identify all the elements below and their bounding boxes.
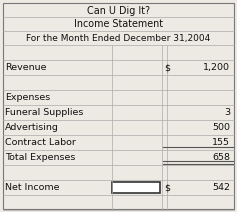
Text: Revenue: Revenue — [5, 63, 46, 72]
Text: $: $ — [164, 183, 170, 192]
Text: 3: 3 — [224, 108, 230, 117]
Text: For the Month Ended December 31,2004: For the Month Ended December 31,2004 — [26, 33, 211, 42]
Text: Income Statement: Income Statement — [74, 19, 163, 29]
Text: 658: 658 — [212, 153, 230, 162]
Text: Funeral Supplies: Funeral Supplies — [5, 108, 83, 117]
Text: 1,200: 1,200 — [203, 63, 230, 72]
Text: 155: 155 — [212, 138, 230, 147]
Text: Contract Labor: Contract Labor — [5, 138, 76, 147]
Text: Expenses: Expenses — [5, 93, 50, 102]
Bar — [112, 182, 160, 193]
Text: $: $ — [164, 63, 170, 72]
Text: Advertising: Advertising — [5, 123, 59, 132]
Text: 500: 500 — [212, 123, 230, 132]
Text: Total Expenses: Total Expenses — [5, 153, 75, 162]
Text: 542: 542 — [212, 183, 230, 192]
Text: Can U Dig It?: Can U Dig It? — [87, 6, 150, 15]
Text: Net Income: Net Income — [5, 183, 59, 192]
